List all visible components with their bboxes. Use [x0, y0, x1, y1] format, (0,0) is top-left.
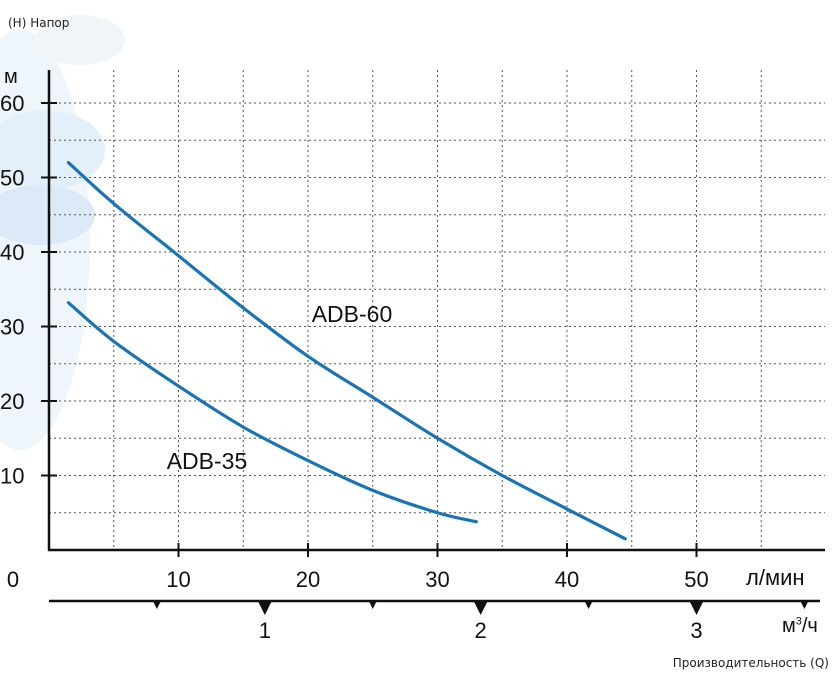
secondary-minor-tick [800, 601, 809, 609]
y-tick-label: 20 [0, 389, 24, 414]
secondary-minor-tick [584, 601, 593, 609]
m3h-sup: 3 [795, 615, 802, 628]
y-tick-label: 10 [0, 464, 24, 489]
x-tick-label: 0 [7, 567, 19, 592]
x-tick-label: 10 [166, 567, 190, 592]
m3h-tail: /ч [801, 615, 818, 637]
secondary-major-tick [473, 601, 488, 615]
y-tick-label: 40 [0, 240, 24, 265]
m3h-base: м [782, 615, 796, 637]
x-tick-label: 30 [425, 567, 449, 592]
y-tick-label: 50 [0, 166, 24, 191]
secondary-major-tick [689, 601, 704, 615]
secondary-minor-tick [152, 601, 161, 609]
x-axis-unit-lmin: л/мин [746, 565, 805, 590]
curve-adb-60 [66, 161, 627, 541]
x-tick-label: 40 [555, 567, 579, 592]
secondary-tick-label: 1 [259, 618, 271, 643]
y-axis-title: (H) Напор [8, 16, 70, 30]
y-axis-unit: м [4, 66, 18, 88]
secondary-major-tick [257, 601, 272, 615]
series-label-adb-35: ADB-35 [167, 448, 248, 474]
y-tick-label: 30 [0, 315, 24, 340]
curve-adb-35 [66, 301, 478, 524]
x-axis-title: Производительность (Q) [672, 656, 829, 670]
x-axis-unit-m3h: м3/ч [782, 615, 818, 638]
x-tick-label: 20 [296, 567, 320, 592]
secondary-tick-label: 2 [475, 618, 487, 643]
secondary-tick-label: 3 [690, 618, 702, 643]
secondary-minor-tick [368, 601, 377, 609]
y-tick-label: 60 [0, 91, 24, 116]
series-label-adb-60: ADB-60 [312, 301, 393, 327]
x-tick-label: 50 [684, 567, 708, 592]
